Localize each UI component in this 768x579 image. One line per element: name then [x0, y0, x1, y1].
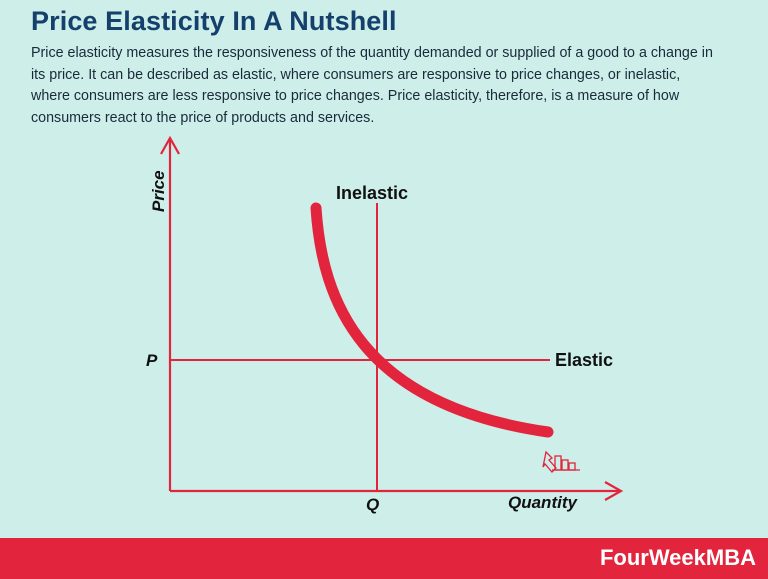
- elastic-label: Elastic: [555, 350, 613, 370]
- hand-pointer-chart-icon: [542, 450, 580, 473]
- demand-curve: [310, 202, 554, 438]
- y-axis-arrowhead: [160, 135, 180, 155]
- description-text: Price elasticity measures the responsive…: [31, 45, 713, 126]
- footer-bar: FourWeekMBA: [0, 538, 768, 579]
- x-axis-label: Quantity: [508, 493, 578, 512]
- elasticity-diagram: Price P Q Quantity Inelastic Elastic: [146, 135, 624, 514]
- page-title: Price Elasticity In A Nutshell: [31, 6, 397, 36]
- y-axis-label: Price: [149, 170, 168, 212]
- q-axis-label: Q: [366, 495, 379, 514]
- brand-logo-text: FourWeekMBA: [599, 545, 756, 570]
- x-axis-arrowhead: [604, 481, 624, 501]
- p-axis-label: P: [146, 351, 158, 370]
- inelastic-label: Inelastic: [336, 183, 408, 203]
